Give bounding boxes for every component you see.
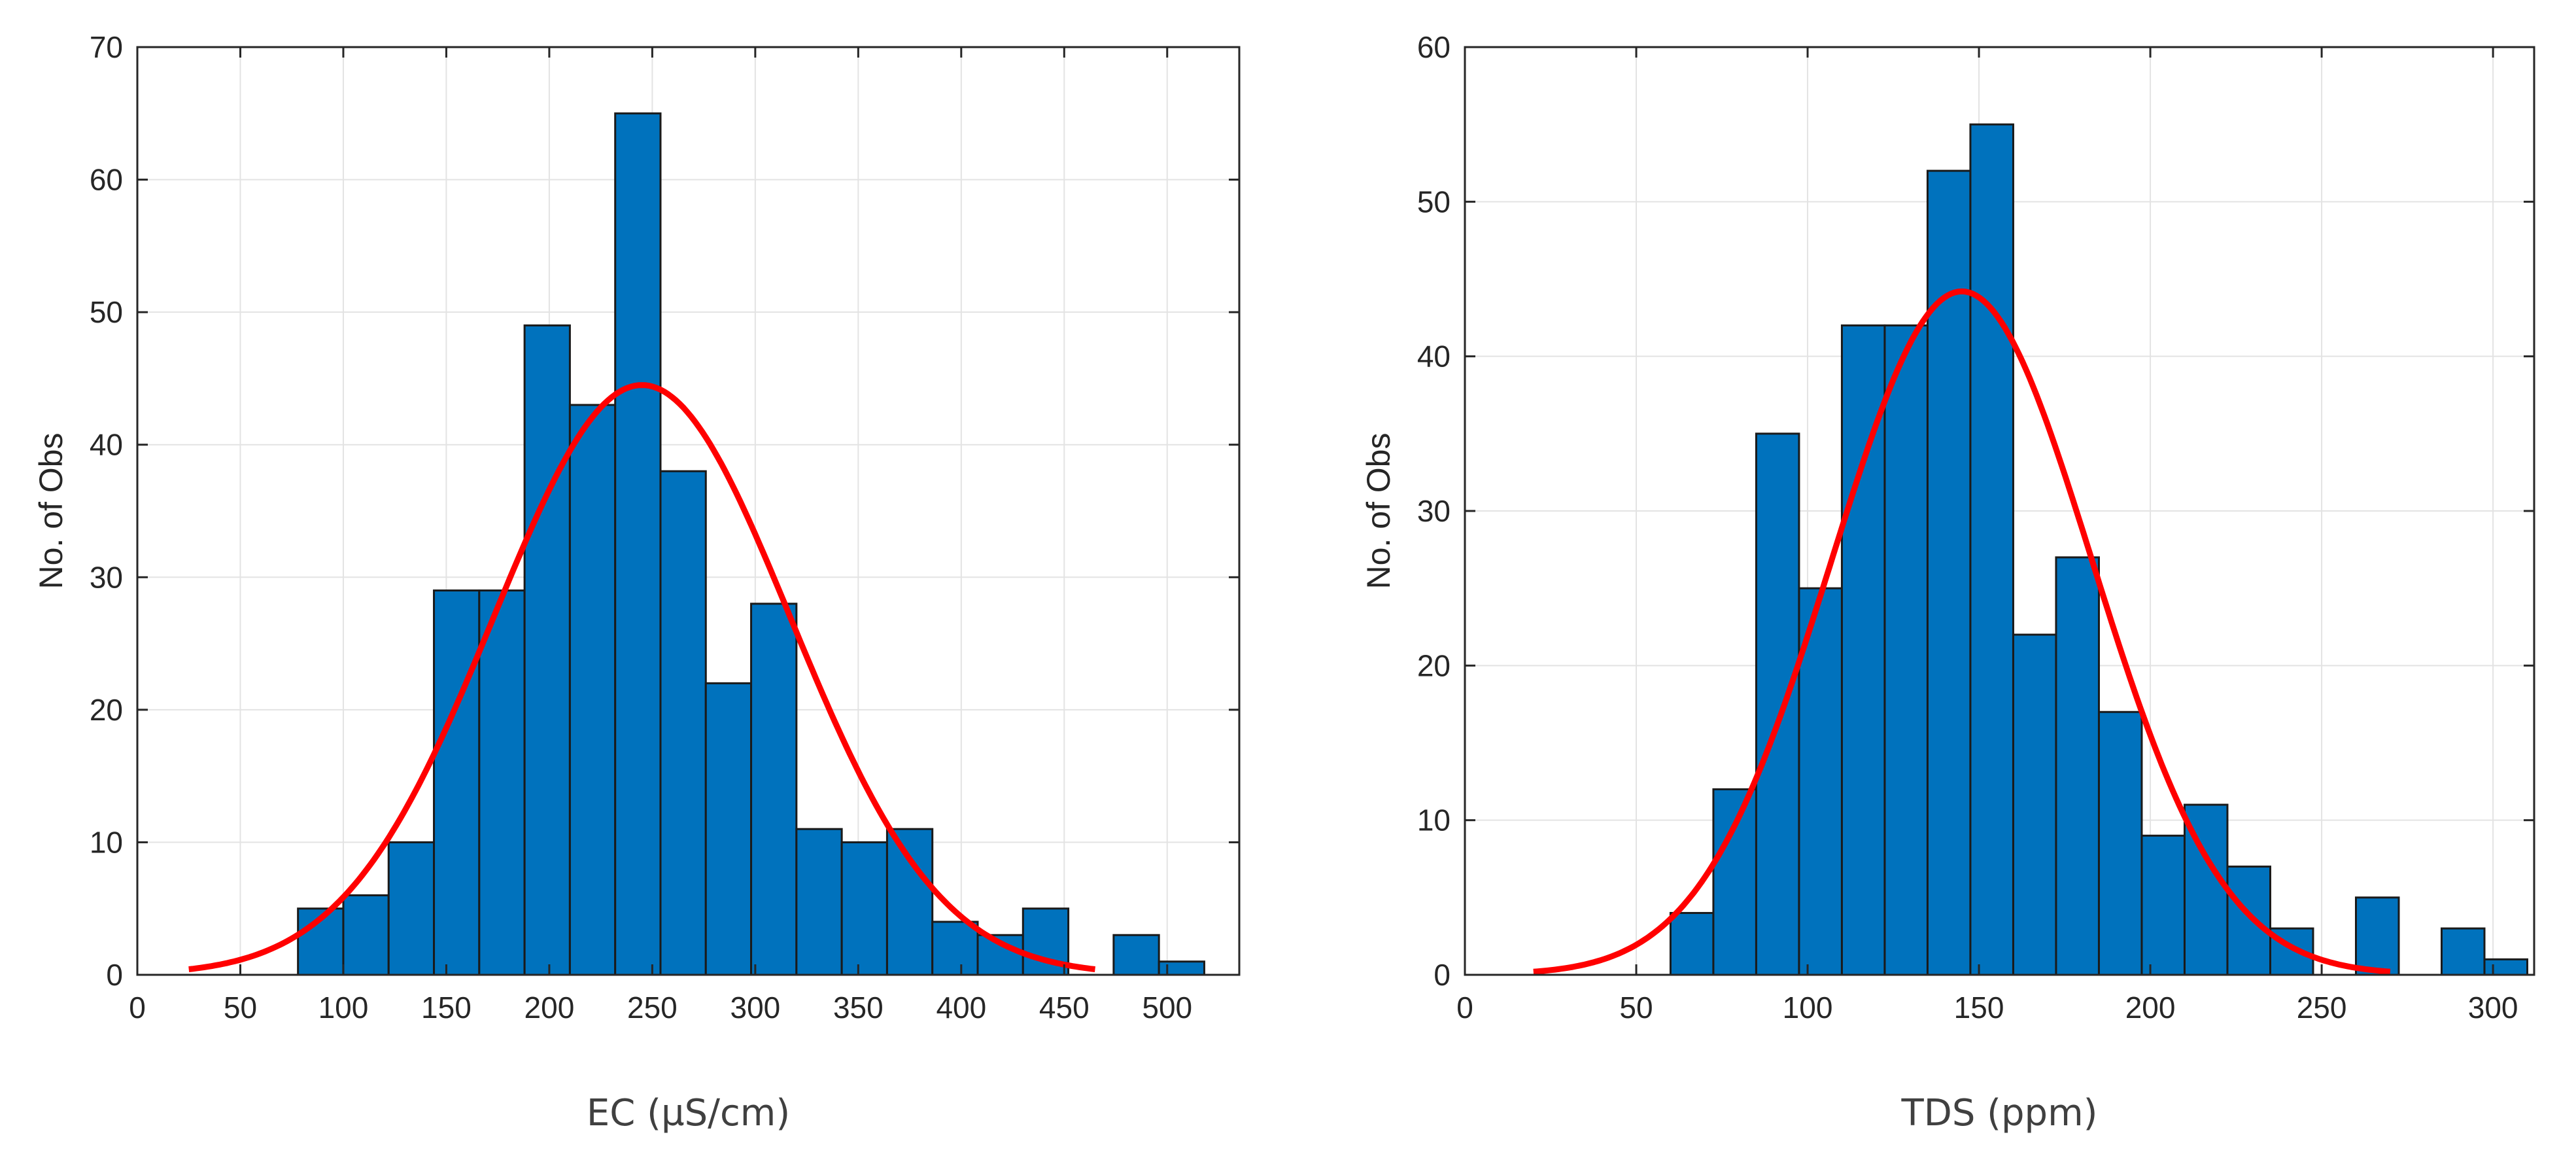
tds-x-tick-label: 0 (1456, 991, 1473, 1025)
ec-x-tick-label: 400 (936, 991, 986, 1025)
tds-bar-7 (1969, 123, 2014, 976)
ec-x-tick-label: 300 (730, 991, 780, 1025)
tds-x-tick-label: 150 (1954, 991, 2004, 1025)
ec-bar-7 (614, 112, 662, 976)
ec-bar-6 (568, 404, 617, 976)
tds-bar-10 (2097, 711, 2143, 976)
tds-bar-16 (2441, 927, 2486, 976)
tds-histogram-panel: 0 50 100 150 200 250 300 0 10 20 30 40 50 60 TDS (ppm)… (1360, 30, 2535, 1134)
tds-y-tick-label: 60 (1417, 30, 1451, 64)
tds-normal-fit-curve (1533, 288, 2391, 975)
tds-bar-13 (2226, 866, 2271, 976)
tds-bar-5 (1883, 324, 1929, 976)
tds-x-axis-label: TDS (ppm) (1900, 1092, 2097, 1134)
ec-x-tick-label: 50 (224, 991, 257, 1025)
ec-bar-8 (659, 470, 707, 976)
ec-x-tick-label: 100 (318, 991, 369, 1025)
ec-x-axis-label: EC (µS/cm) (587, 1092, 790, 1134)
tds-y-axis-label: No. of Obs (1360, 433, 1397, 589)
ec-y-tick-label: 70 (90, 30, 123, 64)
ec-y-tick-label: 30 (90, 560, 123, 594)
tds-y-tick-label: 10 (1417, 803, 1451, 837)
tds-bar-0 (1669, 911, 1715, 976)
tds-x-tick-label: 100 (1783, 991, 1833, 1025)
ec-bar-17 (1112, 934, 1160, 976)
tds-bar-1 (1712, 788, 1757, 976)
ec-bar-10 (750, 603, 798, 976)
ec-bar-1 (342, 894, 390, 976)
tds-x-tick-label: 200 (2125, 991, 2176, 1025)
ec-bar-4 (478, 589, 526, 976)
ec-bar-3 (433, 589, 481, 976)
ec-normal-fit-curve (188, 382, 1095, 972)
tds-y-tick-label: 50 (1417, 184, 1451, 219)
tds-bar-8 (2012, 633, 2057, 976)
ec-bar-9 (704, 682, 753, 976)
tds-x-tick-label: 300 (2468, 991, 2518, 1025)
ec-bar-5 (523, 324, 571, 976)
ec-bar-14 (931, 921, 979, 976)
ec-x-tick-label: 450 (1039, 991, 1090, 1025)
tds-y-tick-label: 20 (1417, 648, 1451, 682)
ec-y-tick-label: 50 (90, 295, 123, 329)
ec-histogram-panel: 0 50 100 150 200 250 300 350 400 450 500 0 10 20 30 40 5… (33, 30, 1241, 1134)
tds-bar-17 (2483, 958, 2529, 976)
tds-x-tick-label: 50 (1619, 991, 1653, 1025)
ec-bar-12 (840, 841, 888, 976)
tds-bar-11 (2140, 834, 2186, 976)
ec-bar-2 (387, 841, 436, 976)
ec-y-tick-label: 20 (90, 693, 123, 727)
tds-x-tick-label: 250 (2297, 991, 2347, 1025)
tds-y-tick-label: 0 (1434, 958, 1451, 992)
ec-x-tick-label: 150 (421, 991, 472, 1025)
ec-bar-18 (1158, 960, 1205, 976)
tds-bar-9 (2055, 556, 2100, 976)
ec-bar-13 (885, 828, 934, 976)
ec-x-tick-label: 500 (1142, 991, 1192, 1025)
ec-bar-11 (795, 828, 843, 976)
tds-bar-2 (1755, 432, 1800, 976)
tds-bar-4 (1840, 324, 1886, 976)
ec-y-tick-label: 10 (90, 825, 123, 859)
ec-y-tick-label: 60 (90, 163, 123, 197)
ec-y-tick-label: 0 (106, 958, 123, 992)
ec-x-tick-label: 350 (833, 991, 884, 1025)
tds-bar-15 (2355, 896, 2400, 976)
ec-x-tick-label: 0 (129, 991, 146, 1025)
ec-x-tick-label: 250 (627, 991, 678, 1025)
ec-x-tick-label: 200 (524, 991, 575, 1025)
ec-y-tick-label: 40 (90, 428, 123, 462)
tds-y-tick-label: 40 (1417, 340, 1451, 374)
tds-y-tick-label: 30 (1417, 494, 1451, 528)
ec-axes-box (136, 46, 1241, 976)
ec-y-axis-label: No. of Obs (33, 433, 69, 589)
